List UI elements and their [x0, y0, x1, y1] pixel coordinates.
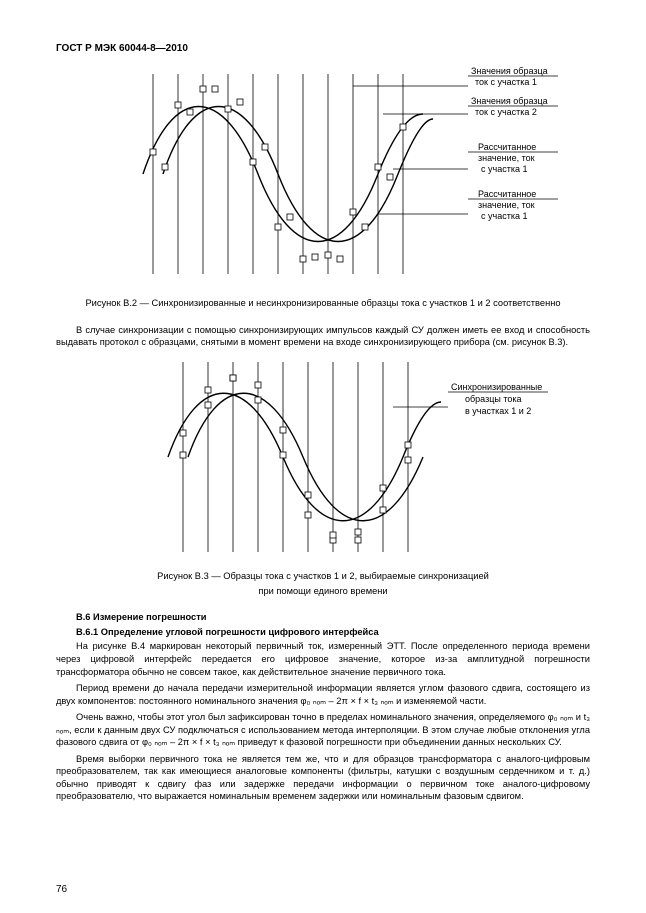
fig1-label4a: Рассчитанное	[478, 189, 536, 199]
fig1-label3c: с участка 1	[481, 164, 527, 174]
paragraph-5: Время выборки первичного тока не являетс…	[56, 753, 590, 803]
figure-b2-caption: Рисунок В.2 — Синхронизированные и несин…	[56, 297, 590, 310]
paragraph-3: Период времени до начала передачи измери…	[56, 682, 590, 707]
fig2-label1b: образцы тока	[465, 394, 522, 404]
figure-b2: Значения образца ток с участка 1 Значени…	[56, 64, 590, 288]
fig1-label2b: ток с участка 2	[475, 107, 537, 117]
paragraph-1: В случае синхронизации с помощью синхрон…	[56, 324, 590, 349]
doc-header: ГОСТ Р МЭК 60044-8—2010	[56, 42, 590, 56]
figure-b3-caption-line1: Рисунок В.3 — Образцы тока с участков 1 …	[56, 570, 590, 583]
paragraph-2: На рисунке В.4 маркирован некоторый перв…	[56, 640, 590, 678]
fig2-label1c: в участках 1 и 2	[465, 406, 531, 416]
fig1-label2a: Значения образца	[471, 96, 548, 106]
figure-b3-caption-line2: при помощи единого времени	[56, 585, 590, 598]
fig1-label3a: Рассчитанное	[478, 142, 536, 152]
page-number: 76	[56, 884, 67, 895]
paragraph-4: Очень важно, чтобы этот угол был зафикси…	[56, 711, 590, 749]
fig2-label1a: Синхронизированные	[451, 382, 542, 392]
figure-b3: Синхронизированные образцы тока в участк…	[56, 357, 590, 561]
fig1-label3b: значение, ток	[478, 153, 535, 163]
fig1-label1a: Значения образца	[471, 66, 548, 76]
heading-b6: В.6 Измерение погрешности	[56, 611, 590, 624]
fig1-label4c: с участка 1	[481, 211, 527, 221]
fig1-label4b: значение, ток	[478, 200, 535, 210]
fig1-label1b: ток с участка 1	[475, 77, 537, 87]
heading-b61: В.6.1 Определение угловой погрешности ци…	[56, 626, 590, 639]
